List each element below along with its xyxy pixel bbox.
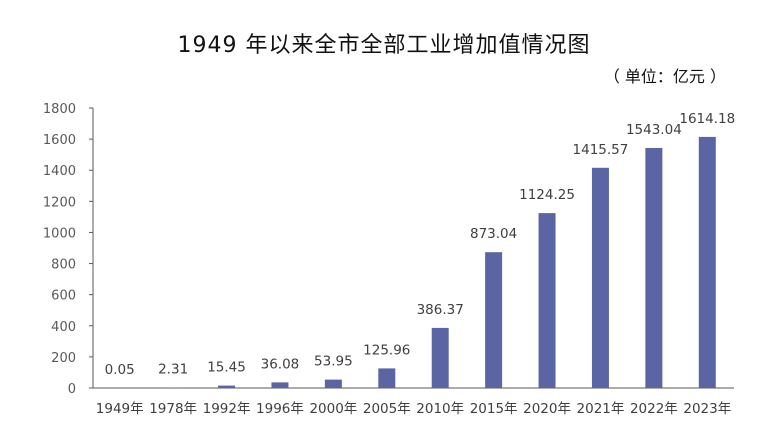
- data-label: 1614.18: [679, 111, 735, 127]
- bar: [218, 385, 236, 388]
- data-label: 36.08: [261, 356, 300, 372]
- bar: [324, 379, 342, 388]
- x-tick-label: 2010年: [416, 401, 464, 417]
- x-tick-label: 2023年: [683, 401, 731, 417]
- data-label: 1124.25: [519, 187, 575, 203]
- y-tick-label: 600: [51, 289, 76, 304]
- chart-title: 1949 年以来全市全部工业增加值情况图: [177, 33, 591, 58]
- data-label: 873.04: [470, 226, 517, 242]
- x-tick-label: 1992年: [203, 401, 251, 417]
- data-label: 1543.04: [626, 122, 682, 138]
- bar: [698, 136, 716, 388]
- y-tick-label: 200: [51, 351, 76, 366]
- x-tick-label: 2020年: [523, 401, 571, 417]
- x-tick-label: 2022年: [630, 401, 678, 417]
- data-label: 2.31: [158, 362, 188, 378]
- unit-label: （ 单位：亿元 ）: [603, 67, 726, 86]
- y-tick-label: 400: [51, 320, 76, 335]
- bar: [378, 368, 396, 388]
- y-tick-label: 800: [51, 258, 76, 273]
- y-tick-label: 1200: [43, 195, 76, 210]
- y-tick-label: 1000: [43, 226, 76, 241]
- x-tick-label: 2000年: [309, 401, 357, 417]
- x-tick-label: 1996年: [256, 401, 304, 417]
- x-tick-label: 1978年: [149, 401, 197, 417]
- y-tick-label: 1800: [43, 102, 76, 117]
- data-label: 1415.57: [573, 142, 629, 158]
- y-tick-label: 1600: [43, 133, 76, 148]
- data-label: 125.96: [363, 342, 410, 358]
- bar: [645, 147, 663, 388]
- bar: [431, 327, 449, 388]
- data-label: 15.45: [207, 360, 246, 376]
- data-label: 386.37: [417, 302, 464, 318]
- x-tick-label: 2005年: [363, 401, 411, 417]
- y-tick-label: 1400: [43, 164, 76, 179]
- y-tick-label: 0: [68, 382, 76, 397]
- x-tick-label: 2021年: [577, 401, 625, 417]
- data-label: 53.95: [314, 354, 353, 370]
- x-tick-label: 1949年: [96, 401, 144, 417]
- bar: [485, 252, 503, 388]
- bar: [538, 213, 556, 388]
- data-label: 0.05: [105, 362, 135, 378]
- x-tick-label: 2015年: [470, 401, 518, 417]
- bar: [591, 167, 609, 388]
- bar: [271, 382, 289, 388]
